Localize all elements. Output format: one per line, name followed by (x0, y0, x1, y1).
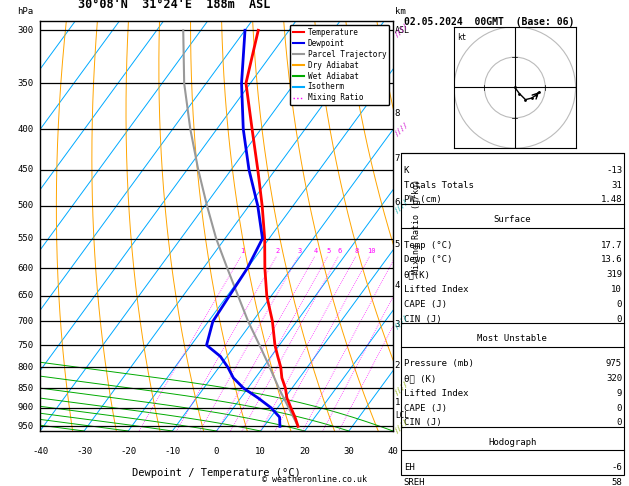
Text: 7: 7 (395, 154, 400, 163)
Text: 6: 6 (395, 198, 400, 207)
Text: 1: 1 (395, 398, 400, 407)
Text: -13: -13 (606, 166, 622, 174)
Text: CAPE (J): CAPE (J) (404, 300, 447, 309)
Text: 4: 4 (395, 281, 400, 290)
Text: CIN (J): CIN (J) (404, 418, 442, 427)
Text: Totals Totals: Totals Totals (404, 180, 474, 190)
Text: 2: 2 (276, 248, 280, 254)
Text: -40: -40 (32, 448, 48, 456)
Text: ////: //// (393, 198, 409, 214)
Text: 975: 975 (606, 359, 622, 368)
Text: 0: 0 (616, 300, 622, 309)
Text: © weatheronline.co.uk: © weatheronline.co.uk (262, 474, 367, 484)
Text: km: km (395, 7, 406, 16)
Text: 8: 8 (355, 248, 359, 254)
Text: kt: kt (457, 33, 466, 42)
Text: ASL: ASL (395, 26, 409, 35)
Text: 0: 0 (616, 418, 622, 427)
Text: K: K (404, 166, 409, 174)
Text: ////: //// (393, 22, 409, 38)
Text: Lifted Index: Lifted Index (404, 389, 469, 398)
Text: 30: 30 (343, 448, 354, 456)
Text: Lifted Index: Lifted Index (404, 285, 469, 294)
Text: 300: 300 (18, 26, 33, 35)
Text: 9: 9 (616, 389, 622, 398)
Text: 500: 500 (18, 201, 33, 210)
Text: 6: 6 (338, 248, 342, 254)
Text: -20: -20 (120, 448, 136, 456)
Text: 550: 550 (18, 234, 33, 243)
Text: 800: 800 (18, 363, 33, 372)
Text: CAPE (J): CAPE (J) (404, 403, 447, 413)
Text: Pressure (mb): Pressure (mb) (404, 359, 474, 368)
Text: ////: //// (393, 418, 409, 434)
Text: 600: 600 (18, 264, 33, 273)
Text: 3: 3 (298, 248, 302, 254)
Text: 750: 750 (18, 341, 33, 349)
Text: 950: 950 (18, 422, 33, 431)
Text: 700: 700 (18, 317, 33, 326)
Text: EH: EH (404, 463, 415, 472)
Text: 450: 450 (18, 165, 33, 174)
Text: θᴇ(K): θᴇ(K) (404, 270, 431, 279)
Text: hPa: hPa (18, 7, 33, 16)
Text: 40: 40 (387, 448, 398, 456)
Text: PW (cm): PW (cm) (404, 195, 442, 204)
Text: 30°08'N  31°24'E  188m  ASL: 30°08'N 31°24'E 188m ASL (78, 0, 270, 11)
Text: 10: 10 (255, 448, 266, 456)
Text: 58: 58 (611, 478, 622, 486)
Text: 5: 5 (395, 240, 400, 249)
Text: Dewpoint / Temperature (°C): Dewpoint / Temperature (°C) (132, 468, 301, 478)
Legend: Temperature, Dewpoint, Parcel Trajectory, Dry Adiabat, Wet Adiabat, Isotherm, Mi: Temperature, Dewpoint, Parcel Trajectory… (290, 25, 389, 105)
Text: Temp (°C): Temp (°C) (404, 241, 452, 249)
Text: 650: 650 (18, 292, 33, 300)
Text: 13.6: 13.6 (601, 255, 622, 264)
Text: 350: 350 (18, 79, 33, 88)
Text: 17.7: 17.7 (601, 241, 622, 249)
Text: 10: 10 (367, 248, 375, 254)
Text: 900: 900 (18, 403, 33, 412)
Text: CIN (J): CIN (J) (404, 314, 442, 324)
Text: -10: -10 (164, 448, 181, 456)
Text: Hodograph: Hodograph (488, 438, 537, 447)
Text: -6: -6 (611, 463, 622, 472)
Text: 0: 0 (616, 314, 622, 324)
Text: 31: 31 (611, 180, 622, 190)
Text: ////: //// (393, 380, 409, 396)
Text: ////: //// (393, 313, 409, 330)
Text: 400: 400 (18, 124, 33, 134)
Text: Mixing Ratio (g/kg): Mixing Ratio (g/kg) (413, 178, 421, 274)
Text: 10: 10 (611, 285, 622, 294)
Text: 850: 850 (18, 383, 33, 393)
Text: 1: 1 (240, 248, 245, 254)
Text: 319: 319 (606, 270, 622, 279)
Text: Dewp (°C): Dewp (°C) (404, 255, 452, 264)
Text: Most Unstable: Most Unstable (477, 334, 547, 343)
Text: 5: 5 (327, 248, 331, 254)
Text: Surface: Surface (494, 215, 531, 225)
Text: 4: 4 (314, 248, 318, 254)
Text: 2: 2 (395, 361, 400, 370)
Text: 0: 0 (616, 403, 622, 413)
Text: LCL: LCL (395, 411, 409, 420)
Text: 320: 320 (606, 374, 622, 383)
Text: 1.48: 1.48 (601, 195, 622, 204)
Text: 3: 3 (395, 320, 400, 330)
Text: ////: //// (393, 121, 409, 137)
Text: 20: 20 (299, 448, 310, 456)
Text: θᴇ (K): θᴇ (K) (404, 374, 436, 383)
Text: 8: 8 (395, 109, 400, 118)
Text: 0: 0 (214, 448, 219, 456)
Text: SREH: SREH (404, 478, 425, 486)
Text: -30: -30 (76, 448, 92, 456)
Text: 02.05.2024  00GMT  (Base: 06): 02.05.2024 00GMT (Base: 06) (404, 17, 574, 27)
